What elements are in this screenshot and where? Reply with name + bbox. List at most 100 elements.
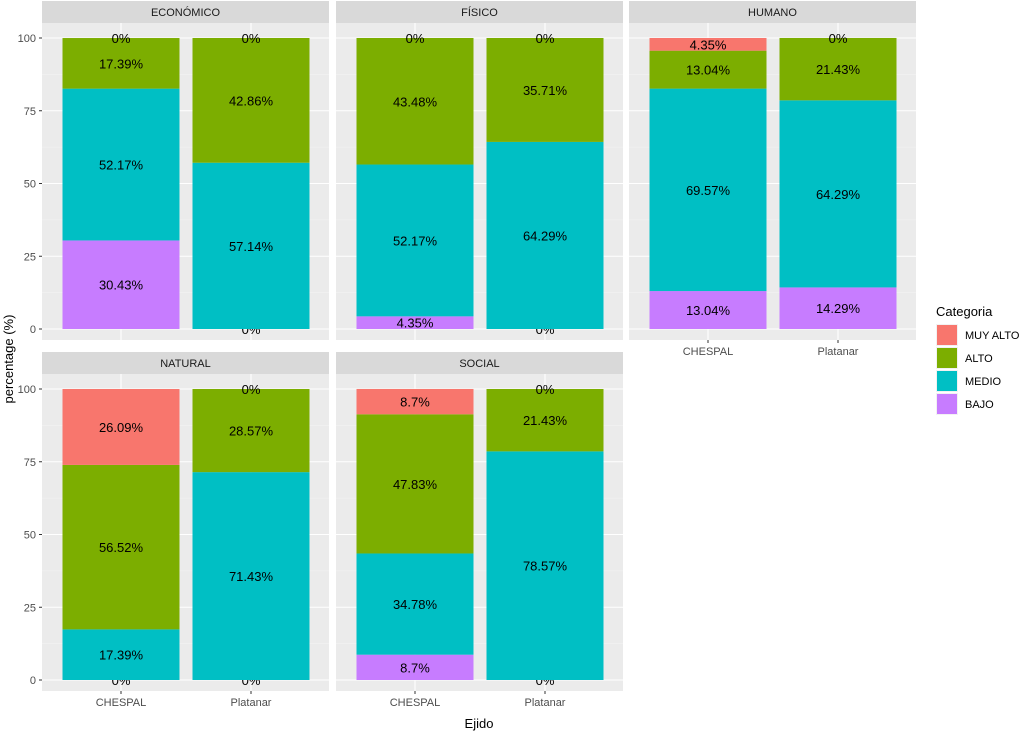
legend: Categoria MUY ALTO ALTO MEDIO BAJO bbox=[936, 304, 1019, 415]
strip-label-social: SOCIAL bbox=[459, 358, 499, 370]
bar-natural-chespal: 0%17.39%56.52%26.09% bbox=[62, 389, 180, 688]
segment-label-medio: 52.17% bbox=[99, 158, 144, 173]
y-tick-label-75: 75 bbox=[24, 457, 36, 469]
segment-medio bbox=[62, 629, 180, 680]
segment-bajo bbox=[356, 316, 474, 329]
segment-medio bbox=[486, 141, 604, 329]
segment-label-alto: 17.39% bbox=[99, 56, 144, 71]
segment-label-alto: 28.57% bbox=[229, 424, 274, 439]
segment-label-muy-alto: 0% bbox=[406, 31, 425, 46]
strip-fisico bbox=[336, 1, 623, 23]
segment-label-alto: 35.71% bbox=[523, 83, 568, 98]
strip-label-fisico: FÍSICO bbox=[461, 6, 498, 19]
segment-alto bbox=[649, 50, 767, 89]
segment-medio bbox=[649, 88, 767, 292]
x-tick-label-platanar: Platanar bbox=[231, 697, 272, 709]
legend-item-bajo: BAJO bbox=[936, 393, 994, 415]
segment-label-alto: 21.43% bbox=[816, 62, 861, 77]
x-tick-label-platanar: Platanar bbox=[818, 346, 859, 358]
x-tick-label-platanar: Platanar bbox=[525, 697, 566, 709]
segment-medio bbox=[779, 100, 897, 288]
segment-label-alto: 56.52% bbox=[99, 540, 144, 555]
strip-label-natural: NATURAL bbox=[160, 358, 211, 370]
panel-social: SOCIAL 8.7% 34.78% 47.83% 8.7% 0% 78.57% 21.43%… bbox=[336, 352, 623, 709]
segment-label-muy-alto: 0% bbox=[829, 31, 848, 46]
legend-label-bajo: BAJO bbox=[965, 399, 994, 411]
segment-medio bbox=[486, 451, 604, 680]
y-tick-label-0: 0 bbox=[30, 324, 36, 336]
legend-label-alto: ALTO bbox=[965, 353, 993, 365]
panel-fisico: FÍSICO 4.35% 52.17% 43.48% 0% 0%64.29%35.71%0… bbox=[336, 1, 623, 340]
strip-natural bbox=[42, 352, 329, 374]
y-tick-label-100: 100 bbox=[18, 384, 36, 396]
legend-item-medio: MEDIO bbox=[936, 370, 1002, 392]
y-tick-label-25: 25 bbox=[24, 251, 36, 263]
strip-label-humano: HUMANO bbox=[748, 7, 797, 19]
bar-economico-platanar: 0%57.14%42.86%0% bbox=[192, 31, 310, 337]
y-tick-label-50: 50 bbox=[24, 530, 36, 542]
segment-label-alto: 13.04% bbox=[686, 63, 731, 78]
segment-muy-alto bbox=[356, 388, 474, 415]
segment-bajo bbox=[649, 291, 767, 329]
segment-label-medio: 17.39% bbox=[99, 648, 144, 663]
panel-economico: ECONÓMICO 0 25 50 75 100 30.43% 52.17% 17.39% 0% 0… bbox=[18, 1, 329, 340]
segment-label-muy-alto: 0% bbox=[242, 31, 261, 46]
bar-natural-platanar: 0%71.43%28.57%0% bbox=[192, 382, 310, 688]
legend-item-muy-alto: MUY ALTO bbox=[936, 324, 1019, 346]
legend-title: Categoria bbox=[936, 304, 993, 319]
bar-social-chespal: 8.7% 34.78% 47.83% 8.7% bbox=[356, 388, 474, 680]
segment-label-medio: 64.29% bbox=[816, 187, 861, 202]
y-axis-title: percentage (%) bbox=[1, 315, 16, 404]
segment-bajo bbox=[356, 654, 474, 680]
bar-humano-platanar: 14.29% 64.29% 21.43% 0% bbox=[779, 31, 897, 329]
panel-humano: HUMANO 13.04% 69.57% 13.04% 4.35% 14.29% 64.29… bbox=[629, 1, 916, 358]
bar-humano-chespal: 13.04% 69.57% 13.04% 4.35% bbox=[649, 37, 767, 329]
y-tick-label-50: 50 bbox=[24, 179, 36, 191]
bar-fisico-chespal: 4.35% 52.17% 43.48% 0% bbox=[356, 31, 474, 331]
segment-label-medio: 71.43% bbox=[229, 569, 274, 584]
legend-swatch-medio bbox=[937, 371, 957, 391]
segment-label-alto: 43.48% bbox=[393, 94, 438, 109]
segment-label-muy-alto: 0% bbox=[536, 382, 555, 397]
segment-bajo bbox=[62, 240, 180, 329]
x-tick-label-chespal: CHESPAL bbox=[96, 697, 147, 709]
segment-muy-alto bbox=[649, 38, 767, 51]
x-axis-title: Ejido bbox=[465, 716, 494, 731]
segment-label-bajo: 13.04% bbox=[686, 303, 731, 318]
strip-economico bbox=[42, 1, 329, 23]
segment-label-muy-alto: 0% bbox=[112, 31, 131, 46]
segment-medio bbox=[356, 164, 474, 317]
panel-natural: NATURAL02550751000%17.39%56.52%26.09%0%7… bbox=[18, 352, 329, 709]
segment-label-muy-alto: 8.7% bbox=[400, 395, 430, 410]
segment-alto bbox=[779, 37, 897, 101]
segment-label-medio: 52.17% bbox=[393, 233, 438, 248]
segment-medio bbox=[356, 553, 474, 655]
segment-label-alto: 47.83% bbox=[393, 477, 438, 492]
segment-medio bbox=[192, 472, 310, 680]
legend-swatch-alto bbox=[937, 348, 957, 368]
segment-label-medio: 34.78% bbox=[393, 597, 438, 612]
segment-label-bajo: 14.29% bbox=[816, 301, 861, 316]
segment-alto bbox=[356, 414, 474, 554]
segment-label-muy-alto: 0% bbox=[242, 382, 261, 397]
segment-alto bbox=[356, 38, 474, 165]
segment-medio bbox=[192, 162, 310, 329]
segment-alto bbox=[62, 38, 180, 89]
y-tick-label-100: 100 bbox=[18, 33, 36, 45]
x-tick-label-chespal: CHESPAL bbox=[683, 346, 734, 358]
y-tick-label-0: 0 bbox=[30, 675, 36, 687]
legend-swatch-bajo bbox=[937, 394, 957, 414]
y-tick-label-25: 25 bbox=[24, 602, 36, 614]
segment-alto bbox=[486, 38, 604, 142]
segment-alto bbox=[486, 389, 604, 452]
segment-label-muy-alto: 26.09% bbox=[99, 420, 144, 435]
segment-label-medio: 78.57% bbox=[523, 559, 568, 574]
segment-label-medio: 57.14% bbox=[229, 239, 274, 254]
segment-label-medio: 69.57% bbox=[686, 183, 731, 198]
bar-fisico-platanar: 0%64.29%35.71%0% bbox=[486, 31, 604, 337]
segment-label-bajo: 4.35% bbox=[397, 316, 434, 331]
legend-label-muy-alto: MUY ALTO bbox=[965, 330, 1019, 342]
y-tick-label-75: 75 bbox=[24, 106, 36, 118]
segment-medio bbox=[62, 88, 180, 241]
